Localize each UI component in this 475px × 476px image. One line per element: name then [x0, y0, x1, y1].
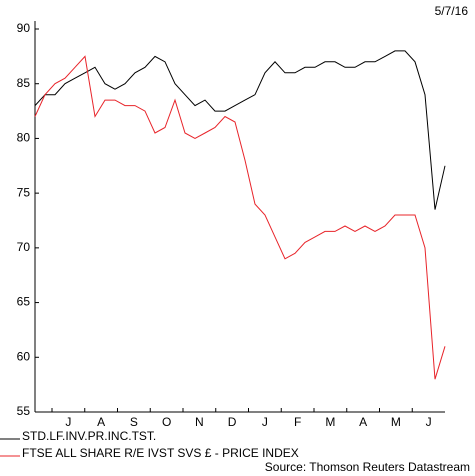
x-tick-label: O — [162, 415, 171, 429]
legend-label: FTSE ALL SHARE R/E IVST SVS £ - PRICE IN… — [22, 446, 299, 460]
y-tick-label: 85 — [17, 76, 31, 90]
y-tick-label: 55 — [17, 404, 31, 418]
y-tick-label: 70 — [17, 240, 31, 254]
y-tick-label: 90 — [17, 21, 31, 35]
source-note: Source: Thomson Reuters Datastream — [265, 460, 470, 474]
x-tick-label: M — [325, 415, 335, 429]
y-tick-label: 60 — [17, 349, 31, 363]
x-tick-label: D — [228, 415, 237, 429]
x-tick-label: F — [294, 415, 301, 429]
y-tick-label: 65 — [17, 295, 31, 309]
chart-date: 5/7/16 — [435, 4, 469, 18]
legend-label: STD.LF.INV.PR.INC.TST. — [22, 429, 156, 443]
x-tick-label: S — [130, 415, 138, 429]
x-tick-label: N — [195, 415, 204, 429]
y-tick-label: 80 — [17, 131, 31, 145]
x-tick-label: A — [359, 415, 367, 429]
y-tick-label: 75 — [17, 185, 31, 199]
x-tick-label: M — [391, 415, 401, 429]
x-tick-label: J — [262, 415, 268, 429]
series-line — [34, 55, 446, 380]
series-line — [34, 50, 446, 210]
x-tick-label: J — [426, 415, 432, 429]
x-tick-label: A — [97, 415, 105, 429]
x-tick-label: J — [65, 415, 71, 429]
